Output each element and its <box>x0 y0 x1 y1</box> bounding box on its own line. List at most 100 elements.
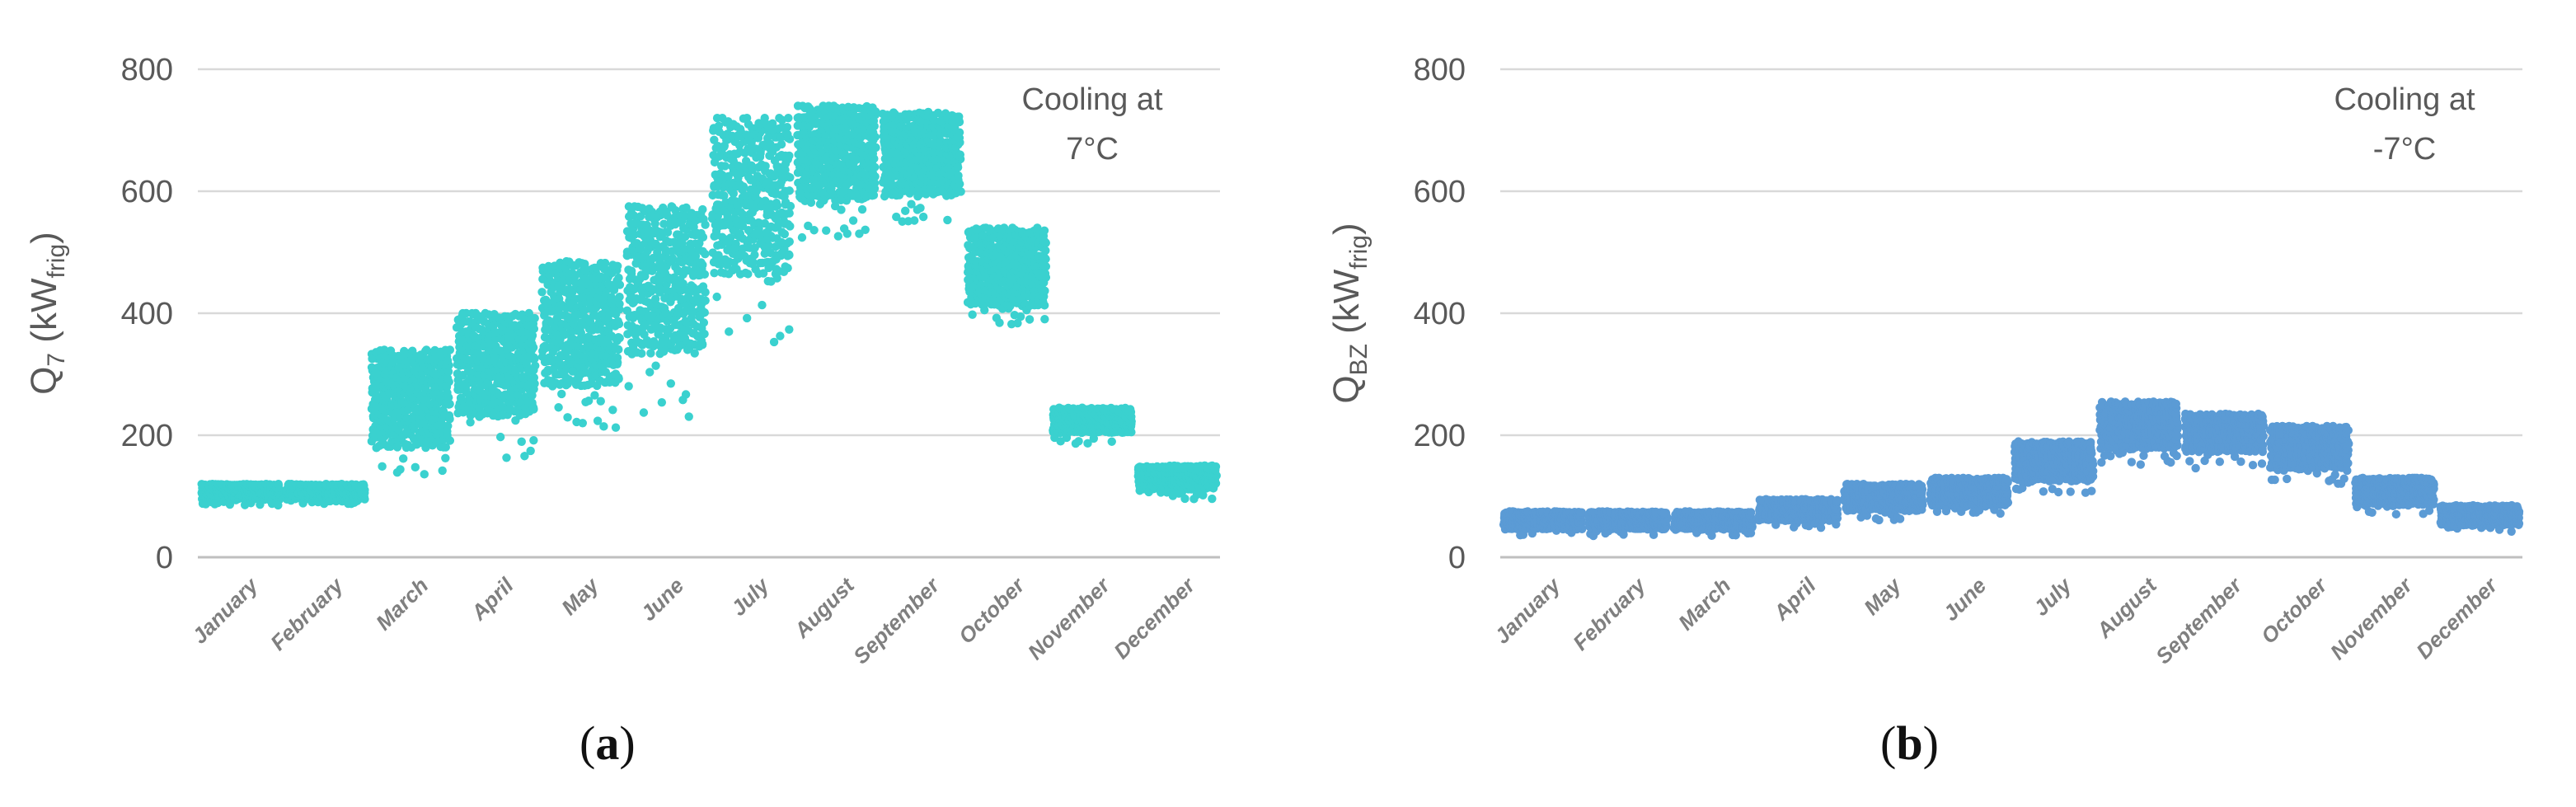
data-point <box>529 373 539 382</box>
data-point <box>725 327 734 336</box>
data-point <box>698 282 708 291</box>
data-point <box>645 368 655 377</box>
data-point <box>637 349 646 359</box>
data-point <box>651 361 660 370</box>
data-point <box>684 412 693 421</box>
data-point <box>530 313 539 323</box>
x-tick-label: August <box>789 572 860 643</box>
data-point <box>1041 246 1050 256</box>
data-point <box>613 317 622 326</box>
data-point <box>537 288 547 297</box>
data-point <box>698 204 707 214</box>
data-point <box>444 411 454 420</box>
x-tick-label: May <box>556 572 604 620</box>
data-point <box>1107 437 1116 446</box>
data-point <box>783 129 792 139</box>
data-point <box>698 232 708 242</box>
y-tick-label: 200 <box>121 419 173 453</box>
data-point <box>783 264 792 273</box>
data-point <box>777 139 786 149</box>
data-point <box>563 413 572 422</box>
data-point <box>411 462 420 472</box>
data-point <box>857 204 867 214</box>
data-point <box>712 292 721 302</box>
chart-annotation: 7°C <box>1066 132 1119 167</box>
data-point <box>785 186 794 195</box>
y-axis-label-unit-sub: frig <box>43 244 70 279</box>
data-point <box>596 396 605 406</box>
data-point <box>445 345 455 354</box>
data-point <box>614 345 623 354</box>
data-point <box>399 454 408 463</box>
x-tick-label: October <box>954 572 1030 649</box>
data-point <box>615 293 624 302</box>
data-point <box>274 500 283 510</box>
data-point <box>700 329 709 339</box>
data-point <box>772 199 781 208</box>
data-point <box>612 353 622 363</box>
data-point <box>698 246 707 256</box>
data-point <box>495 432 505 442</box>
x-tick-label: September <box>848 572 945 669</box>
x-tick-label: December <box>1109 572 1200 664</box>
y-tick-label: 800 <box>121 53 173 87</box>
data-point <box>1039 226 1049 236</box>
data-point <box>761 162 770 171</box>
data-point <box>1025 315 1035 324</box>
data-point <box>1180 494 1189 504</box>
series-points <box>197 101 1221 510</box>
data-point <box>557 389 566 399</box>
data-point <box>699 318 709 327</box>
data-point <box>797 232 807 242</box>
x-tick-label: November <box>1023 572 1115 664</box>
data-point <box>744 270 753 279</box>
x-tick-label: July <box>726 572 775 621</box>
data-point <box>901 206 910 216</box>
data-point <box>842 229 852 238</box>
data-point <box>466 418 475 427</box>
data-point <box>624 382 633 391</box>
data-point <box>1074 437 1083 446</box>
data-point <box>720 162 730 171</box>
data-point <box>955 150 965 159</box>
data-point <box>700 270 710 279</box>
data-point <box>1039 286 1049 295</box>
chart-annotation: Cooling at <box>1021 82 1163 117</box>
data-point <box>599 422 608 431</box>
data-point <box>359 480 368 489</box>
data-point <box>600 258 610 268</box>
data-point <box>918 212 928 222</box>
data-point <box>739 182 748 191</box>
data-point <box>639 408 649 417</box>
data-point <box>786 173 795 182</box>
y-tick-label: 600 <box>121 175 173 209</box>
data-point <box>870 162 880 172</box>
data-point <box>438 466 447 476</box>
data-point <box>822 226 831 235</box>
data-point <box>681 390 691 399</box>
data-point <box>657 397 667 407</box>
data-point <box>612 261 622 270</box>
data-point <box>953 162 963 172</box>
data-point <box>786 201 795 211</box>
data-point <box>1039 301 1049 310</box>
data-point <box>837 205 846 214</box>
data-point <box>995 318 1004 327</box>
data-point <box>716 190 726 199</box>
data-point <box>666 379 676 388</box>
data-point <box>528 403 538 412</box>
x-tick-label: January <box>187 572 264 649</box>
data-point <box>780 229 790 239</box>
data-point <box>420 470 429 479</box>
data-point <box>783 219 793 229</box>
data-point <box>529 353 538 362</box>
data-point <box>943 215 952 225</box>
y-axis-label-sub: 7 <box>43 353 70 367</box>
data-point <box>614 273 623 283</box>
data-point <box>614 373 623 382</box>
data-point <box>378 462 387 472</box>
data-point <box>848 216 858 225</box>
data-point <box>528 339 537 349</box>
data-point <box>785 237 794 246</box>
